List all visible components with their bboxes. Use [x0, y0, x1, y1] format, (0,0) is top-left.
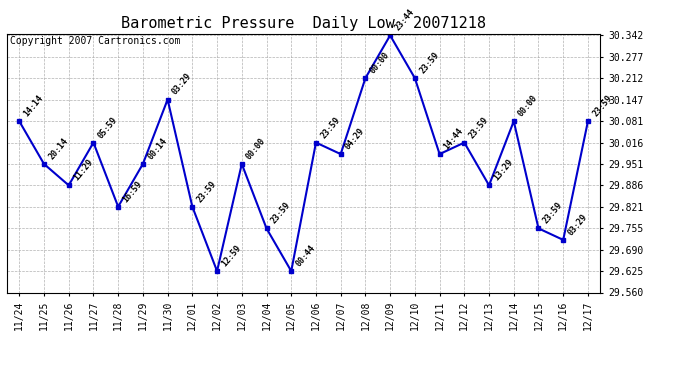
- Text: 14:44: 14:44: [442, 126, 465, 151]
- Text: 23:59: 23:59: [269, 201, 293, 226]
- Text: 00:00: 00:00: [517, 93, 540, 118]
- Text: 23:44: 23:44: [393, 8, 416, 33]
- Text: 11:29: 11:29: [72, 158, 95, 183]
- Text: 13:29: 13:29: [492, 158, 515, 183]
- Text: 23:59: 23:59: [319, 115, 342, 140]
- Text: 14:14: 14:14: [22, 93, 45, 118]
- Text: 03:29: 03:29: [566, 212, 589, 237]
- Text: 23:59: 23:59: [541, 201, 564, 226]
- Text: Copyright 2007 Cartronics.com: Copyright 2007 Cartronics.com: [10, 36, 180, 46]
- Text: 04:29: 04:29: [344, 126, 366, 151]
- Text: 16:59: 16:59: [121, 179, 144, 204]
- Text: 00:14: 00:14: [146, 136, 168, 161]
- Text: 20:14: 20:14: [47, 136, 70, 161]
- Text: 00:44: 00:44: [294, 243, 317, 268]
- Title: Barometric Pressure  Daily Low  20071218: Barometric Pressure Daily Low 20071218: [121, 16, 486, 31]
- Text: 23:59: 23:59: [467, 115, 490, 140]
- Text: 05:59: 05:59: [96, 115, 119, 140]
- Text: 00:00: 00:00: [368, 50, 391, 75]
- Text: 23:59: 23:59: [591, 93, 613, 118]
- Text: 03:29: 03:29: [170, 72, 193, 97]
- Text: 23:59: 23:59: [417, 50, 441, 75]
- Text: 00:00: 00:00: [244, 136, 268, 161]
- Text: 23:59: 23:59: [195, 179, 218, 204]
- Text: 12:59: 12:59: [220, 243, 243, 268]
